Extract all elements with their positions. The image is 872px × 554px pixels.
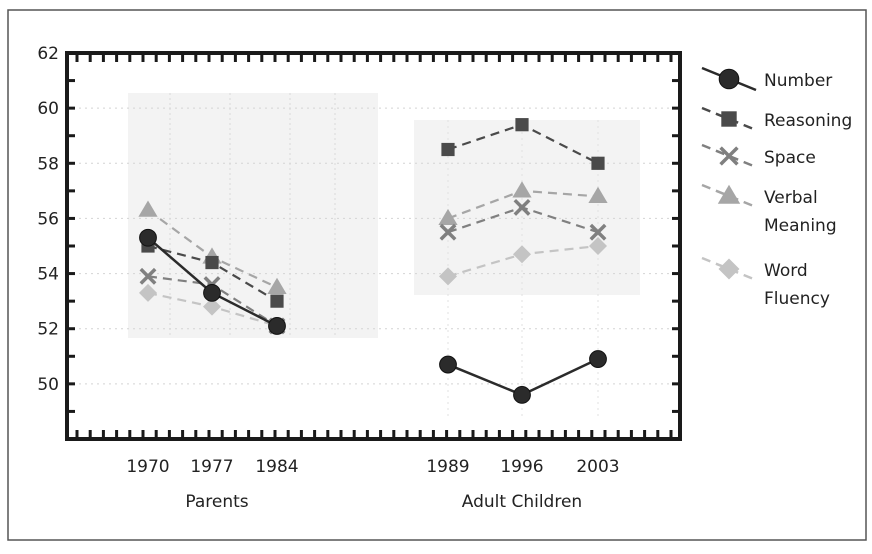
y-tick-label: 56	[37, 209, 59, 229]
data-point-reasoning	[205, 255, 219, 270]
y-tick-label: 58	[37, 154, 59, 174]
data-point-word-fluency	[203, 297, 221, 316]
data-point-reasoning	[591, 156, 605, 170]
group-label-parents: Parents	[185, 492, 248, 512]
legend-label: Fluency	[764, 289, 830, 309]
legend-item-reasoning: Reasoning	[701, 106, 852, 132]
data-point-number	[589, 350, 607, 368]
y-tick-label: 62	[37, 44, 59, 64]
data-point-reasoning	[270, 294, 284, 308]
x-tick-label: 1977	[190, 457, 233, 477]
series-layer	[138, 118, 608, 404]
data-point-verbal-meaning	[138, 200, 158, 217]
legend-item-verbal-meaning: Verbal Meaning	[701, 183, 837, 236]
data-point-number	[268, 317, 286, 335]
data-point-word-fluency	[589, 237, 607, 255]
legend-marker	[721, 111, 737, 127]
data-point-space	[589, 223, 607, 241]
data-point-number	[203, 283, 221, 302]
y-tick-label: 50	[37, 375, 59, 395]
series-number	[139, 228, 607, 404]
x-tick-label: 1984	[255, 457, 298, 477]
legend-line	[701, 183, 757, 209]
outer-frame	[7, 9, 867, 541]
data-point-number	[139, 228, 157, 247]
legend-label: Space	[764, 148, 816, 168]
legend-item-space: Space	[701, 143, 816, 169]
legend-label: Word	[764, 261, 808, 281]
x-tick-label: 1970	[126, 457, 169, 477]
data-point-word-fluency	[513, 245, 531, 264]
legend-layer: Number Reasoning Space Verbal Meaning Word Flu…	[701, 66, 852, 309]
legend-label: Reasoning	[764, 111, 852, 131]
y-tick-label: 54	[37, 265, 59, 285]
data-point-number	[439, 355, 457, 374]
legend-marker	[717, 184, 741, 204]
data-point-verbal-meaning	[267, 277, 287, 294]
legend-item-number: Number	[701, 66, 832, 92]
x-tick-label: 2003	[576, 457, 619, 477]
legend-line	[701, 143, 757, 169]
x-tick-label: 1989	[426, 457, 469, 477]
label-layer: 50 52 54 56 58 60 62 1970 1977 1984 Parents 1989 199…	[37, 44, 619, 512]
data-point-word-fluency	[439, 267, 457, 286]
data-point-verbal-meaning	[512, 181, 532, 198]
legend-label: Verbal	[764, 188, 818, 208]
data-point-reasoning	[441, 142, 455, 157]
data-point-word-fluency	[139, 283, 157, 302]
group-label-adult-children: Adult Children	[462, 492, 582, 512]
y-tick-label: 60	[37, 99, 59, 119]
legend-line	[701, 256, 757, 282]
grid-layer	[67, 93, 680, 420]
y-tick-label: 52	[37, 320, 59, 340]
legend-marker	[718, 258, 740, 280]
legend-label: Number	[764, 71, 832, 91]
tick-layer	[67, 53, 680, 439]
legend-item-word-fluency: Word Fluency	[701, 256, 830, 309]
data-point-space	[139, 267, 157, 285]
legend-marker	[718, 68, 740, 90]
data-point-number	[513, 385, 531, 404]
x-tick-label: 1996	[500, 457, 543, 477]
legend-marker	[719, 146, 739, 166]
data-point-reasoning	[515, 118, 529, 132]
legend-label: Meaning	[764, 216, 837, 236]
data-point-space	[513, 198, 531, 216]
legend-line	[701, 106, 757, 132]
data-point-verbal-meaning	[588, 186, 608, 203]
data-point-verbal-meaning	[438, 208, 458, 226]
data-point-space	[439, 223, 457, 241]
grid-panel	[128, 93, 378, 338]
